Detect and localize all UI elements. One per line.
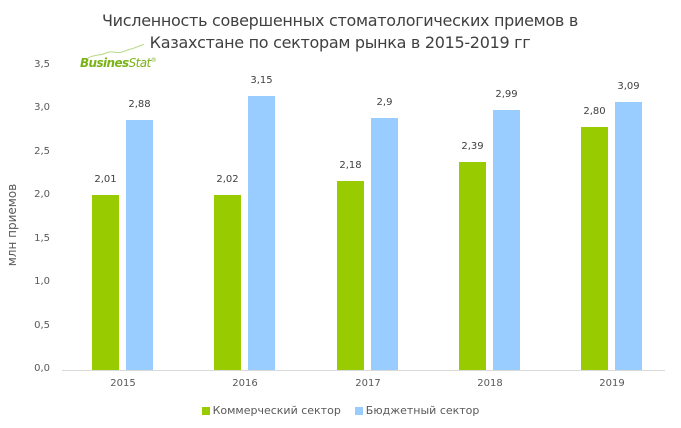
y-tick-label: 0,0 <box>34 363 50 374</box>
y-tick-label: 1,0 <box>34 276 50 288</box>
y-tick-label: 2,0 <box>34 189 50 201</box>
y-tick-label: 0,5 <box>34 319 50 331</box>
bar-budget-2016 <box>248 96 275 370</box>
y-tick-label: 1,5 <box>34 232 50 244</box>
legend: Коммерческий сектор Бюджетный сектор <box>0 404 681 417</box>
data-label: 2,39 <box>461 141 484 153</box>
logo-text: BusinesStat® <box>80 56 157 70</box>
data-label: 2,80 <box>583 105 606 117</box>
legend-label-budget: Бюджетный сектор <box>365 404 480 417</box>
chart-title: Численность совершенных стоматологически… <box>60 10 620 54</box>
legend-swatch-budget <box>354 406 363 415</box>
data-label: 3,09 <box>617 80 640 92</box>
data-label: 2,18 <box>339 159 362 171</box>
legend-label-commercial: Коммерческий сектор <box>212 404 341 417</box>
legend-item-budget: Бюджетный сектор <box>354 404 480 417</box>
y-tick-label: 2,5 <box>34 145 50 157</box>
legend-swatch-commercial <box>201 406 210 415</box>
chart-title-line-2: Казахстане по секторам рынка в 2015-2019… <box>149 33 531 52</box>
y-tick-label: 3,0 <box>34 102 50 114</box>
data-label: 3,15 <box>250 75 273 87</box>
x-tick-label: 2016 <box>232 378 258 389</box>
bar-budget-2017 <box>371 118 398 370</box>
x-tick-label: 2015 <box>110 378 136 389</box>
data-label: 2,99 <box>495 89 518 101</box>
logo-registered-mark: ® <box>150 57 157 64</box>
x-tick-label: 2018 <box>477 378 503 389</box>
legend-item-commercial: Коммерческий сектор <box>201 404 341 417</box>
data-label: 2,02 <box>216 173 239 185</box>
bar-commercial-2015 <box>92 195 119 370</box>
x-axis-line <box>62 370 665 371</box>
data-label: 2,01 <box>94 174 117 186</box>
mountain-swoosh-icon <box>87 44 145 59</box>
x-tick-label: 2017 <box>355 378 381 389</box>
data-label: 2,88 <box>128 98 151 110</box>
logo-text-light: Stat <box>128 56 152 70</box>
y-tick-label: 3,5 <box>34 59 50 70</box>
bar-budget-2019 <box>615 101 642 370</box>
data-label: 2,9 <box>376 97 393 109</box>
bar-commercial-2016 <box>214 194 241 370</box>
x-tick-label: 2019 <box>599 378 625 389</box>
businessstat-logo: BusinesStat® <box>80 44 157 74</box>
y-axis-title: млн приемов <box>5 183 19 267</box>
bar-commercial-2018 <box>459 162 486 370</box>
chart-title-line-1: Численность совершенных стоматологически… <box>102 11 578 30</box>
bar-budget-2015 <box>126 119 153 370</box>
logo-text-bold: Busines <box>80 56 129 70</box>
bar-budget-2018 <box>493 110 520 370</box>
bar-commercial-2019 <box>581 126 608 370</box>
bar-commercial-2017 <box>337 180 364 370</box>
